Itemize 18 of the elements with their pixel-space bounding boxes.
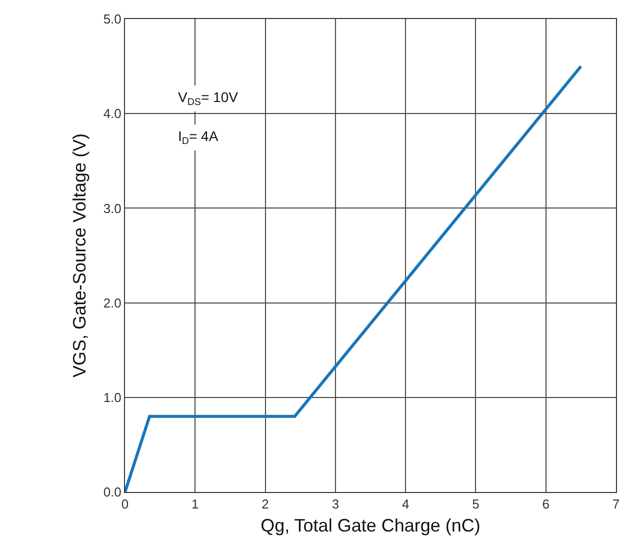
x-tick-label: 2 — [262, 496, 269, 512]
y-tick-label: 1.0 — [103, 390, 122, 405]
x-tick-label: 3 — [332, 496, 340, 512]
y-tick-label: 0.0 — [103, 484, 122, 500]
y-axis-title: VGS, Gate-Source Voltage (V) — [70, 133, 90, 378]
x-tick-label: 1 — [192, 496, 199, 512]
y-tick-label: 3.0 — [103, 200, 122, 216]
annotation: I$_{D}$= 4A — [178, 128, 219, 147]
y-tick-label: 2.0 — [103, 295, 122, 310]
x-tick-label: 4 — [402, 496, 410, 512]
x-tick-label: 7 — [612, 496, 620, 512]
y-tick-label: 4.0 — [103, 106, 122, 122]
annotation: V$_{DS}$= 10V — [178, 89, 239, 108]
x-tick-label: 6 — [542, 496, 550, 512]
x-tick-label: 5 — [472, 496, 480, 512]
x-tick-label: 0 — [121, 496, 129, 512]
y-tick-label: 5.0 — [103, 12, 122, 27]
x-axis-title: Qg, Total Gate Charge (nC) — [260, 516, 480, 536]
